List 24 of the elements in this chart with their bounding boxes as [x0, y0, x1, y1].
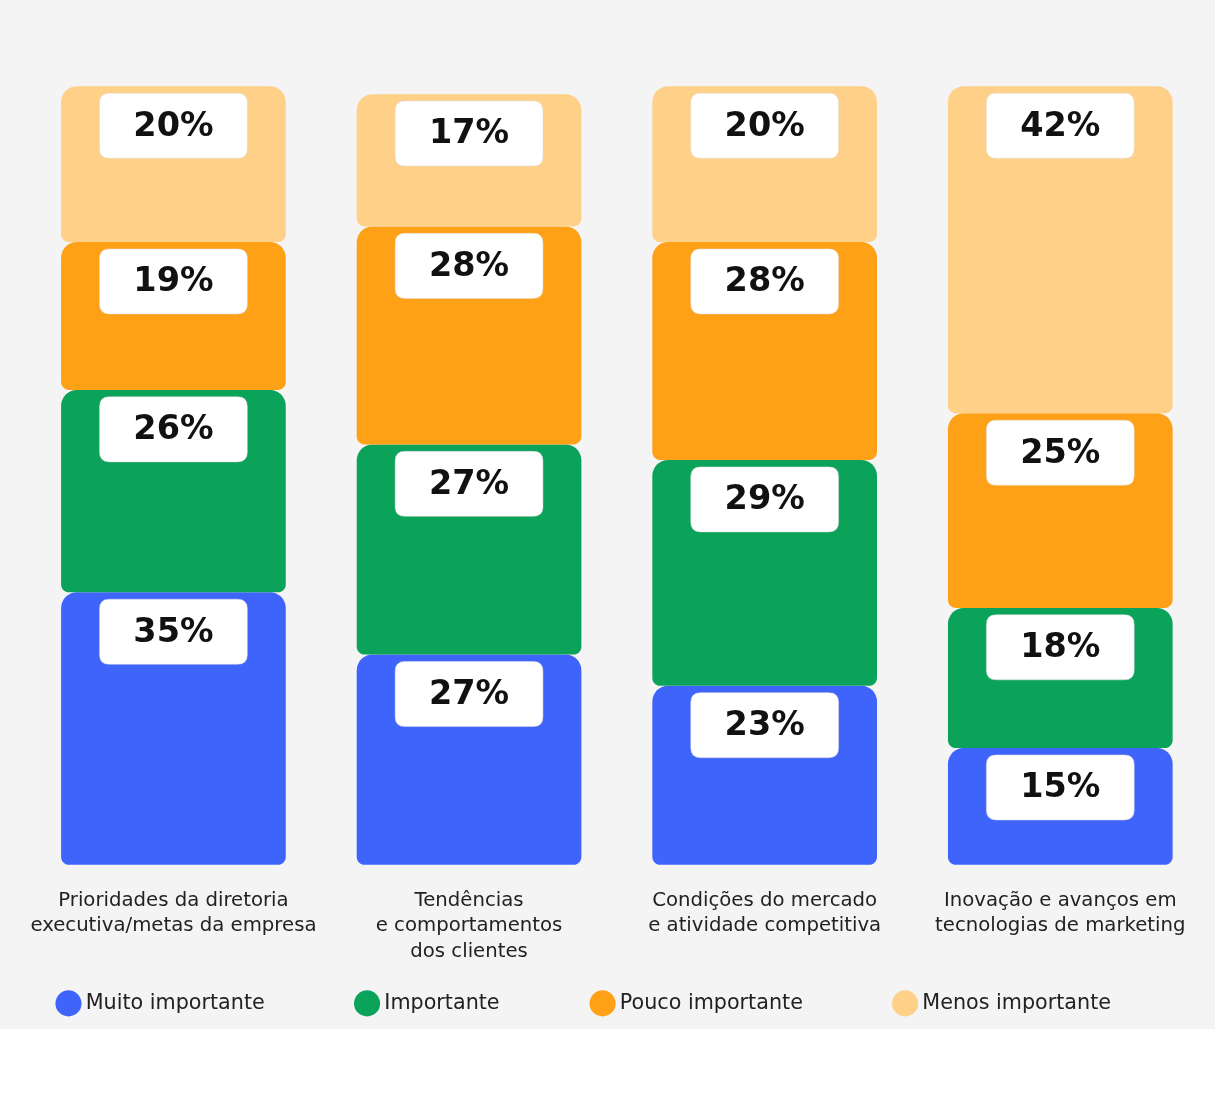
data-label: 29%	[724, 478, 805, 518]
data-label: 17%	[428, 112, 510, 152]
x-tick-label: Condições do mercado e atividade competitiva	[648, 887, 882, 937]
data-label: 15%	[1020, 766, 1101, 806]
x-tick-label: Inovação e avanços em tecnologias de marketing	[935, 887, 1186, 937]
data-label: 42%	[1020, 104, 1101, 144]
data-label: 28%	[724, 260, 805, 300]
data-label: 26%	[133, 408, 214, 448]
data-label: 20%	[724, 104, 805, 144]
data-label: 19%	[133, 260, 214, 300]
legend-label: Importante	[384, 990, 500, 1015]
data-label: 20%	[133, 104, 214, 144]
legend-label: Muito importante	[85, 990, 265, 1015]
x-tick-label: Tendências e comportamentos dos clientes	[375, 887, 563, 962]
data-label: 25%	[1020, 431, 1101, 471]
data-label: 23%	[724, 704, 805, 744]
data-label: 27%	[428, 462, 510, 502]
data-label: 28%	[428, 244, 510, 284]
data-label: 27%	[428, 672, 510, 712]
data-label: 35%	[133, 610, 214, 650]
legend-label: Pouco importante	[619, 990, 803, 1015]
legend-label: Menos importante	[922, 990, 1111, 1015]
x-tick-label: Prioridades da diretoria executiva/metas da empresa	[30, 887, 317, 937]
data-label: 18%	[1020, 626, 1101, 666]
